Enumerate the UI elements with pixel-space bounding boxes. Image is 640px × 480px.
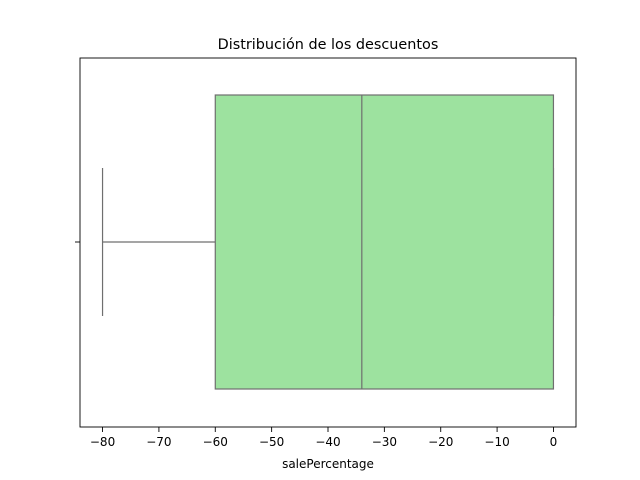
x-axis-title: salePercentage	[282, 457, 374, 471]
x-tick-label: −30	[372, 435, 397, 449]
x-tick-label: −40	[315, 435, 340, 449]
box-plot-marks	[101, 94, 555, 390]
iqr-box	[214, 94, 555, 390]
x-axis: −80 −70 −60 −50 −40 −30 −20 −10 0	[90, 427, 557, 449]
x-tick-label: −20	[428, 435, 453, 449]
x-tick-label: 0	[550, 435, 558, 449]
x-tick-label: −60	[203, 435, 228, 449]
x-tick-label: −80	[90, 435, 115, 449]
x-tick-label: −10	[484, 435, 509, 449]
x-tick-label: −70	[146, 435, 171, 449]
chart-title: Distribución de los descuentos	[218, 37, 439, 53]
x-tick-label: −50	[259, 435, 284, 449]
